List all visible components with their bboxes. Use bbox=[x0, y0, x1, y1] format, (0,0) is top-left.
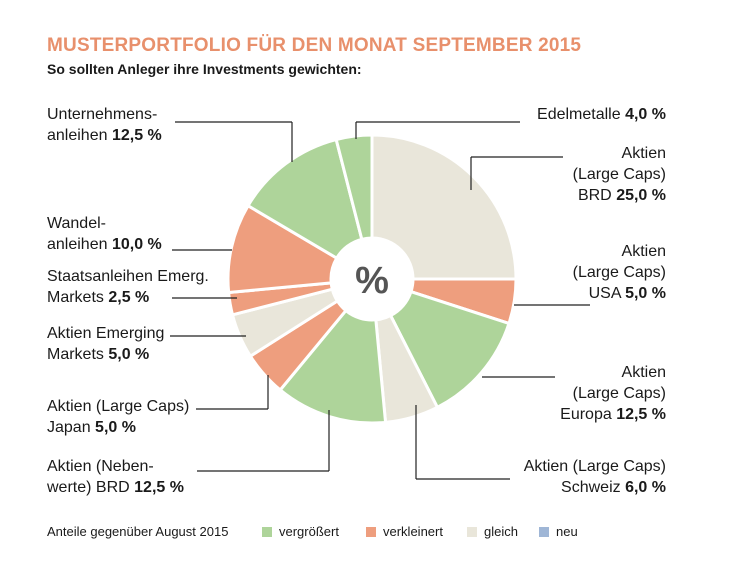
slice-label-wandelanleihen: Wandel-anleihen 10,0 % bbox=[47, 213, 162, 255]
slice-label-name: (Large Caps) bbox=[572, 264, 666, 281]
slice-label-name: Aktien (Neben- bbox=[47, 458, 154, 475]
slice-label-line: Aktien bbox=[573, 241, 666, 262]
slice-label-name: USA bbox=[588, 285, 621, 302]
slice-label-name: Aktien Emerging bbox=[47, 325, 165, 342]
slice-value: 2,5 % bbox=[108, 289, 150, 306]
slice-label-line: Japan 5,0 % bbox=[47, 417, 189, 438]
slice-value: 5,0 % bbox=[108, 346, 150, 363]
slice-label-line: (Large Caps) bbox=[573, 262, 666, 283]
slice-label-line: Europa 12,5 % bbox=[560, 404, 666, 425]
slice-label-name: anleihen bbox=[47, 127, 108, 144]
slice-label-staatsanleihen-emerg-markets: Staatsanleihen Emerg. Markets 2,5 % bbox=[47, 266, 209, 308]
legend-item-gleich: gleich bbox=[467, 524, 518, 539]
slice-value: 25,0 % bbox=[616, 187, 666, 204]
slice-label-name: (Large Caps) bbox=[572, 166, 666, 183]
slice-label-line: (Large Caps) bbox=[560, 383, 666, 404]
slice-label-aktien-emerging-markets: Aktien Emerging Markets 5,0 % bbox=[47, 323, 164, 365]
pie-slice-aktien-brd bbox=[370, 133, 518, 281]
slice-label-name: BRD bbox=[577, 187, 612, 204]
chart-subtitle: So sollten Anleger ihre Investments gewi… bbox=[47, 61, 362, 77]
pie-slice-wandelanleihen bbox=[226, 203, 339, 295]
slice-label-name: (Large Caps) bbox=[572, 385, 666, 402]
slice-label-name: Japan bbox=[47, 419, 91, 436]
slice-label-name: Markets bbox=[47, 289, 104, 306]
slice-label-line: Staatsanleihen Emerg. bbox=[47, 266, 209, 287]
slice-label-line: USA 5,0 % bbox=[573, 283, 666, 304]
slice-value: 4,0 % bbox=[625, 106, 666, 123]
slice-label-line: Unternehmens- bbox=[47, 104, 162, 125]
slice-label-name: Aktien bbox=[621, 243, 666, 260]
legend-label: neu bbox=[556, 524, 578, 539]
legend-item-verkleinert: verkleinert bbox=[366, 524, 443, 539]
slice-label-name: Aktien (Large Caps) bbox=[523, 458, 666, 475]
slice-label-name: Aktien bbox=[621, 364, 666, 381]
slice-label-name: Unternehmens- bbox=[47, 106, 158, 123]
slice-label-name: Edelmetalle bbox=[537, 106, 621, 123]
slice-value: 6,0 % bbox=[625, 479, 666, 496]
pie-slice-aktien-nebenwerte-brd bbox=[278, 308, 388, 425]
legend-label: gleich bbox=[484, 524, 518, 539]
slice-label-name: Staatsanleihen Emerg. bbox=[47, 268, 209, 285]
pie-slice-edelmetalle bbox=[334, 133, 374, 242]
slice-value: 5,0 % bbox=[95, 419, 136, 436]
slice-label-line: Wandel- bbox=[47, 213, 162, 234]
legend-swatch bbox=[539, 526, 549, 537]
slice-label-name: Wandel- bbox=[47, 215, 106, 232]
legend-swatch bbox=[366, 526, 376, 537]
legend-label: vergrößert bbox=[279, 524, 339, 539]
pie-center-label: % bbox=[355, 260, 389, 302]
slice-label-name: Schweiz bbox=[561, 479, 621, 496]
slice-label-line: Aktien bbox=[560, 362, 666, 383]
slice-label-line: Markets 5,0 % bbox=[47, 344, 164, 365]
slice-label-line: Markets 2,5 % bbox=[47, 287, 209, 308]
legend-swatch bbox=[467, 526, 477, 537]
slice-label-line: Aktien Emerging bbox=[47, 323, 164, 344]
slice-label-unternehmensanleihen: Unternehmens-anleihen 12,5 % bbox=[47, 104, 162, 146]
chart-title: MUSTERPORTFOLIO FÜR DEN MONAT SEPTEMBER … bbox=[47, 35, 582, 56]
slice-label-line: anleihen 10,0 % bbox=[47, 234, 162, 255]
slice-label-name: werte) BRD bbox=[47, 479, 130, 496]
slice-label-line: Aktien (Large Caps) bbox=[524, 456, 666, 477]
pie-slice-unternehmensanleihen bbox=[245, 137, 364, 261]
slice-label-aktien-europa: Aktien (Large Caps) Europa 12,5 % bbox=[560, 362, 666, 425]
slice-value: 12,5 % bbox=[134, 479, 184, 496]
slice-label-name: anleihen bbox=[47, 236, 108, 253]
legend-label: verkleinert bbox=[383, 524, 443, 539]
slice-label-aktien-usa: Aktien (Large Caps) USA 5,0 % bbox=[573, 241, 666, 304]
slice-value: 10,0 % bbox=[111, 236, 162, 253]
legend-swatch bbox=[262, 526, 272, 537]
slice-label-edelmetalle: Edelmetalle 4,0 % bbox=[537, 104, 666, 125]
slice-label-aktien-japan: Aktien (Large Caps) Japan 5,0 % bbox=[47, 396, 189, 438]
slice-label-line: (Large Caps) bbox=[573, 164, 666, 185]
slice-label-line: Aktien (Neben- bbox=[47, 456, 184, 477]
slice-label-aktien-schweiz: Aktien (Large Caps) Schweiz 6,0 % bbox=[524, 456, 666, 498]
slice-label-name: Europa bbox=[560, 406, 612, 423]
slice-label-name: Aktien bbox=[621, 145, 666, 162]
slice-label-name: Aktien (Large Caps) bbox=[47, 398, 190, 415]
slice-label-name: Markets bbox=[47, 346, 104, 363]
slice-label-line: Schweiz 6,0 % bbox=[524, 477, 666, 498]
pie-slice-aktien-europa bbox=[388, 289, 511, 410]
slice-label-line: werte) BRD 12,5 % bbox=[47, 477, 184, 498]
slice-label-line: Edelmetalle 4,0 % bbox=[537, 104, 666, 125]
legend-caption: Anteile gegenüber August 2015 bbox=[47, 524, 229, 539]
slice-label-aktien-brd: Aktien (Large Caps) BRD 25,0 % bbox=[573, 143, 666, 206]
slice-label-line: BRD 25,0 % bbox=[573, 185, 666, 206]
slice-label-line: Aktien bbox=[573, 143, 666, 164]
legend-item-neu: neu bbox=[539, 524, 578, 539]
slice-label-line: Aktien (Large Caps) bbox=[47, 396, 189, 417]
slice-value: 5,0 % bbox=[625, 285, 666, 302]
slice-label-aktien-nebenwerte-brd: Aktien (Neben-werte) BRD 12,5 % bbox=[47, 456, 184, 498]
slice-label-line: anleihen 12,5 % bbox=[47, 125, 162, 146]
legend-item-vergroessert: vergrößert bbox=[262, 524, 339, 539]
slice-value: 12,5 % bbox=[616, 406, 666, 423]
slice-value: 12,5 % bbox=[111, 127, 162, 144]
